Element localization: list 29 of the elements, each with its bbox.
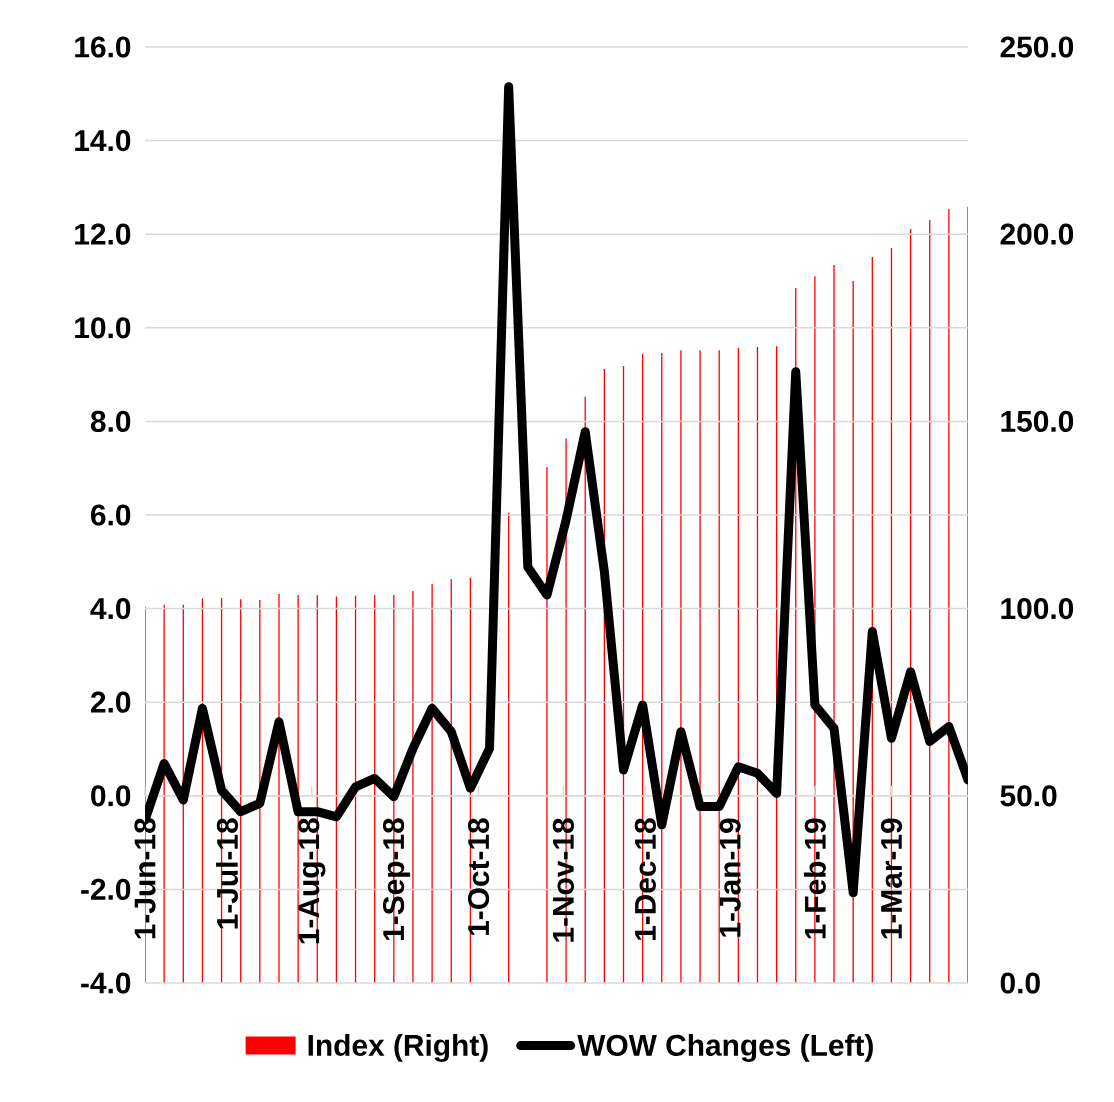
y-tick-label: 4.0 xyxy=(90,598,131,620)
legend-label: Index (Right) xyxy=(308,1033,488,1062)
x-tick-label: 1-Feb-19 xyxy=(803,818,826,939)
y2-tick-label: 0.0 xyxy=(1000,972,1040,994)
x-tick-label: 1-Mar-19 xyxy=(880,818,903,939)
y-tick-label: -4.0 xyxy=(81,972,131,994)
x-tick-label: 1-Dec-18 xyxy=(634,818,656,941)
x-tick-label: 1-Sep-18 xyxy=(383,818,411,941)
y-tick-label: 14.0 xyxy=(75,130,131,152)
y2-tick-label: 100.0 xyxy=(1001,598,1074,620)
y-tick-label: 6.0 xyxy=(91,504,131,526)
x-tick-label: 1-Jan-19 xyxy=(719,818,741,937)
y-tick-label: 12.0 xyxy=(75,223,131,245)
legend-label: WOW Changes (Left) xyxy=(577,1033,873,1062)
y-tick-label: 2.0 xyxy=(90,691,131,713)
x-tick-label: 1-Aug-18 xyxy=(298,818,326,944)
y-tick-label: 0.0 xyxy=(91,785,131,807)
y2-tick-label: 150.0 xyxy=(1001,410,1074,432)
x-tick-label: 1-Jun-18 xyxy=(134,818,156,939)
y-tick-label: 8.0 xyxy=(90,410,131,432)
x-tick-label: 1-Nov-18 xyxy=(552,818,574,942)
y-tick-label: 16.0 xyxy=(75,36,131,58)
x-tick-label: 1-Jul-18 xyxy=(216,818,239,929)
y2-tick-label: 50.0 xyxy=(1000,785,1057,807)
x-tick-label: 1-Oct-18 xyxy=(467,818,490,936)
y2-tick-label: 250.0 xyxy=(1000,36,1074,58)
y2-tick-label: 200.0 xyxy=(1000,223,1074,245)
y-tick-label: -2.0 xyxy=(81,878,131,900)
y-tick-label: 10.0 xyxy=(75,317,131,339)
